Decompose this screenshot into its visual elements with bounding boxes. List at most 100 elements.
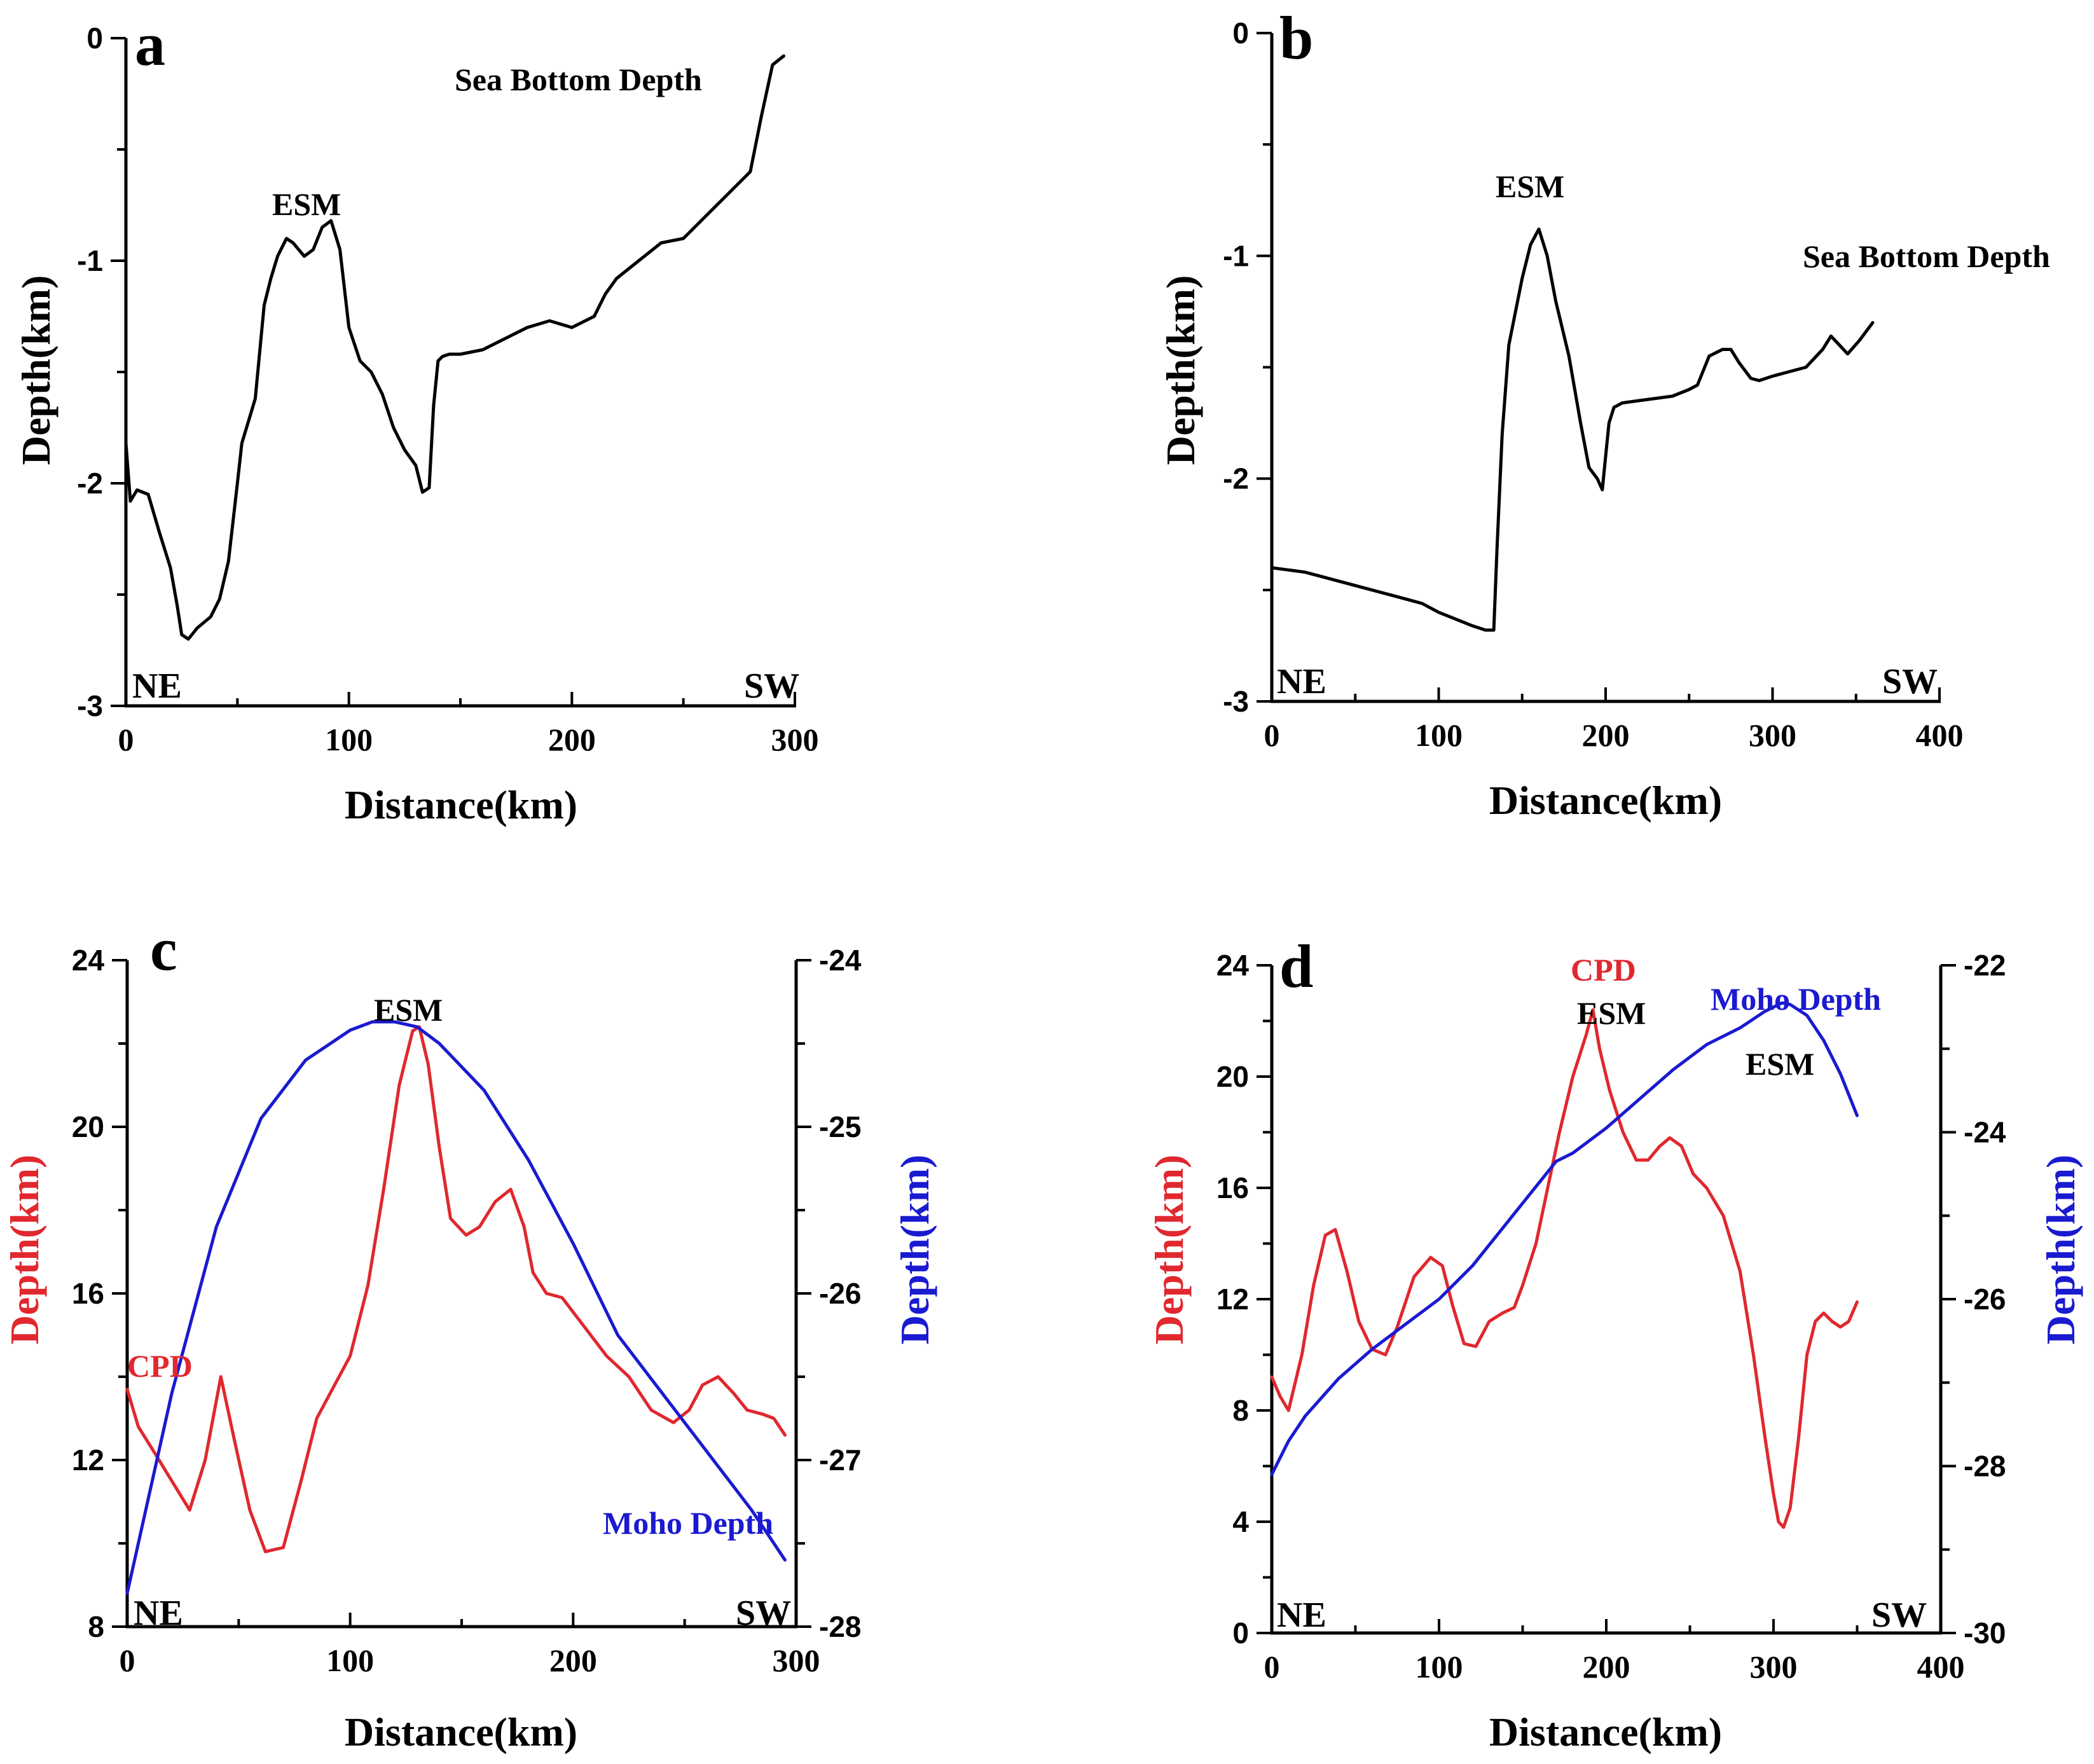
panel-c-ylabel-right: Depth(km) [892, 1155, 937, 1345]
panel-a-y-tick-label: -3 [77, 689, 103, 722]
panel-c-y-tick-label-right: -24 [819, 944, 862, 977]
panel-c-x-tick-label: 0 [120, 1643, 135, 1678]
panel-c-annot-cpd: CPD [127, 1348, 193, 1384]
panel-d-corner-ne: NE [1277, 1595, 1326, 1635]
panel-d-y-tick-label-right: -24 [1964, 1116, 2006, 1149]
panel-b-xlabel: Distance(km) [1489, 778, 1722, 823]
panel-a-annot-esm: ESM [272, 186, 341, 222]
panel-c-y-tick-label: 12 [72, 1444, 104, 1477]
panel-a-series-sea-bottom-depth [124, 54, 785, 641]
panel-b-y-tick-label: -2 [1223, 462, 1249, 495]
panel-c-label: c [150, 915, 177, 983]
panel-a-y-tick-label: 0 [86, 22, 103, 55]
panel-b-ylabel: Depth(km) [1158, 275, 1203, 465]
panel-a-x-tick-label: 100 [325, 722, 373, 757]
panel-c-ylabel-left: Depth(km) [2, 1155, 47, 1345]
panel-d-label: d [1279, 932, 1313, 1000]
panel-c-y-tick-label: 8 [88, 1610, 104, 1643]
panel-b-series-sea-bottom-depth [1270, 227, 1875, 632]
panel-a-corner-sw: SW [744, 666, 799, 706]
panel-d-x-tick-label: 100 [1416, 1649, 1463, 1685]
panel-c-y-tick-label-right: -27 [819, 1444, 861, 1477]
panel-c-axes: 0 100 200 300 8 12 16 20 24 -28 -27 -26 -25 -24 [72, 944, 862, 1678]
panel-d-y-tick-label: 0 [1232, 1616, 1249, 1650]
panel-c-series [125, 1020, 787, 1595]
panel-a-xlabel: Distance(km) [345, 782, 577, 827]
panel-b-annot-esm: ESM [1496, 169, 1564, 204]
panel-c-annot-moho: Moho Depth [603, 1505, 773, 1541]
panel-d-ylabel-right: Depth(km) [2038, 1155, 2083, 1345]
panel-d-corner-sw: SW [1871, 1595, 1927, 1635]
panel-c-y-tick-label: 16 [72, 1277, 104, 1310]
panel-b: 0 100 200 300 400 -3 -2 -1 0 b Depth(km) Distanc… [1158, 4, 2050, 823]
panel-d-x-tick-label: 200 [1583, 1649, 1630, 1685]
panel-c-x-tick-label: 300 [773, 1643, 820, 1678]
panel-a-y-tick-label: -2 [77, 467, 103, 500]
panel-d-axes: 0 100 200 300 400 0 4 8 12 16 20 24 -30 -28 -26 -24 -22 [1216, 949, 2006, 1685]
panel-b-x-tick-label: 0 [1264, 717, 1280, 753]
panel-d-y-tick-label-right: -30 [1964, 1616, 2006, 1650]
panel-b-series [1270, 227, 1875, 632]
panel-d-y-tick-label-right: -22 [1964, 949, 2006, 982]
panel-c-x-tick-label: 100 [326, 1643, 374, 1678]
panel-c-series-moho-depth [125, 1020, 787, 1595]
panel-d-annot-cpd: CPD [1571, 952, 1636, 988]
panel-d-annot-esm: ESM [1577, 995, 1646, 1031]
panel-d-y-tick-label: 16 [1216, 1171, 1249, 1204]
panel-b-y-tick-label: -3 [1223, 685, 1249, 718]
panel-d-y-tick-label-right: -26 [1964, 1283, 2006, 1316]
panel-b-annot-sea-bottom: Sea Bottom Depth [1803, 238, 2050, 274]
panel-d-y-tick-label: 12 [1216, 1283, 1249, 1316]
panel-c-y-tick-label-right: -25 [819, 1110, 861, 1143]
panel-a-x-tick-label: 200 [548, 722, 596, 757]
panel-d: 0 100 200 300 40004812162024-30-28-26-24-22 … [1147, 932, 2083, 1754]
panel-b-x-tick-label: 400 [1916, 717, 1964, 753]
panel-b-y-tick-label: -1 [1223, 239, 1249, 272]
panel-c-y-tick-label-right: -26 [819, 1277, 861, 1310]
panel-d-series-cpd [1270, 1008, 1859, 1529]
panel-c-y-tick-label: 20 [72, 1110, 104, 1143]
panel-c-y-tick-label: 24 [72, 944, 105, 977]
panel-a-corner-ne: NE [132, 666, 182, 706]
panel-d-xlabel: Distance(km) [1489, 1709, 1722, 1754]
panel-d-y-tick-label: 24 [1216, 949, 1250, 982]
panel-b-x-tick-label: 300 [1749, 717, 1796, 753]
panel-a-x-tick-label: 300 [771, 722, 819, 757]
panel-d-y-tick-label: 20 [1216, 1060, 1249, 1093]
panel-d-y-tick-label: 4 [1232, 1505, 1249, 1538]
panel-c: 0 100 200 300 8 12 16 20 24 -28 -27 -26 -25 -24 c Dep… [2, 915, 937, 1754]
panel-b-x-tick-label: 200 [1582, 717, 1630, 753]
panel-d-y-tick-label-right: -28 [1964, 1450, 2006, 1483]
panel-d-x-tick-label: 400 [1917, 1649, 1965, 1685]
panel-c-corner-sw: SW [736, 1594, 791, 1633]
panel-b-corner-ne: NE [1277, 662, 1326, 701]
panel-b-x-tick-label: 100 [1415, 717, 1463, 753]
panel-c-x-tick-label: 200 [549, 1643, 597, 1678]
panel-d-x-tick-label: 0 [1264, 1649, 1280, 1685]
panel-d-annot-esm-moho: ESM [1746, 1046, 1814, 1082]
panel-c-series-cpd [125, 1025, 787, 1554]
panel-c-xlabel: Distance(km) [345, 1709, 577, 1754]
panel-a-series [124, 54, 785, 641]
panel-a: 0 100 200 300 -3 -2 -1 0 a Depth(km) Distance(k… [13, 10, 819, 827]
panel-a-axes: 0 100 200 300 -3 -2 -1 0 [77, 22, 818, 757]
panel-b-axes: 0 100 200 300 400 -3 -2 -1 0 [1223, 17, 1963, 753]
panel-b-label: b [1279, 4, 1313, 72]
panel-d-y-tick-label: 8 [1232, 1394, 1249, 1427]
panel-d-annot-moho: Moho Depth [1711, 981, 1881, 1017]
panel-b-y-tick-label: 0 [1232, 17, 1249, 50]
panel-c-corner-ne: NE [134, 1594, 183, 1633]
panel-c-annot-esm: ESM [374, 992, 443, 1028]
panel-d-x-tick-label: 300 [1750, 1649, 1798, 1685]
panel-a-y-tick-label: -1 [77, 244, 103, 277]
panel-a-annot-sea-bottom: Sea Bottom Depth [455, 62, 702, 97]
panel-a-x-tick-label: 0 [118, 722, 134, 757]
panel-b-corner-sw: SW [1882, 662, 1938, 701]
panel-d-ylabel-left: Depth(km) [1147, 1155, 1192, 1345]
panel-a-label: a [135, 10, 165, 78]
panel-d-series [1270, 1001, 1859, 1529]
panel-d-series-moho-depth [1270, 1001, 1859, 1477]
panel-a-ylabel: Depth(km) [13, 275, 59, 465]
panel-c-y-tick-label-right: -28 [819, 1610, 861, 1643]
